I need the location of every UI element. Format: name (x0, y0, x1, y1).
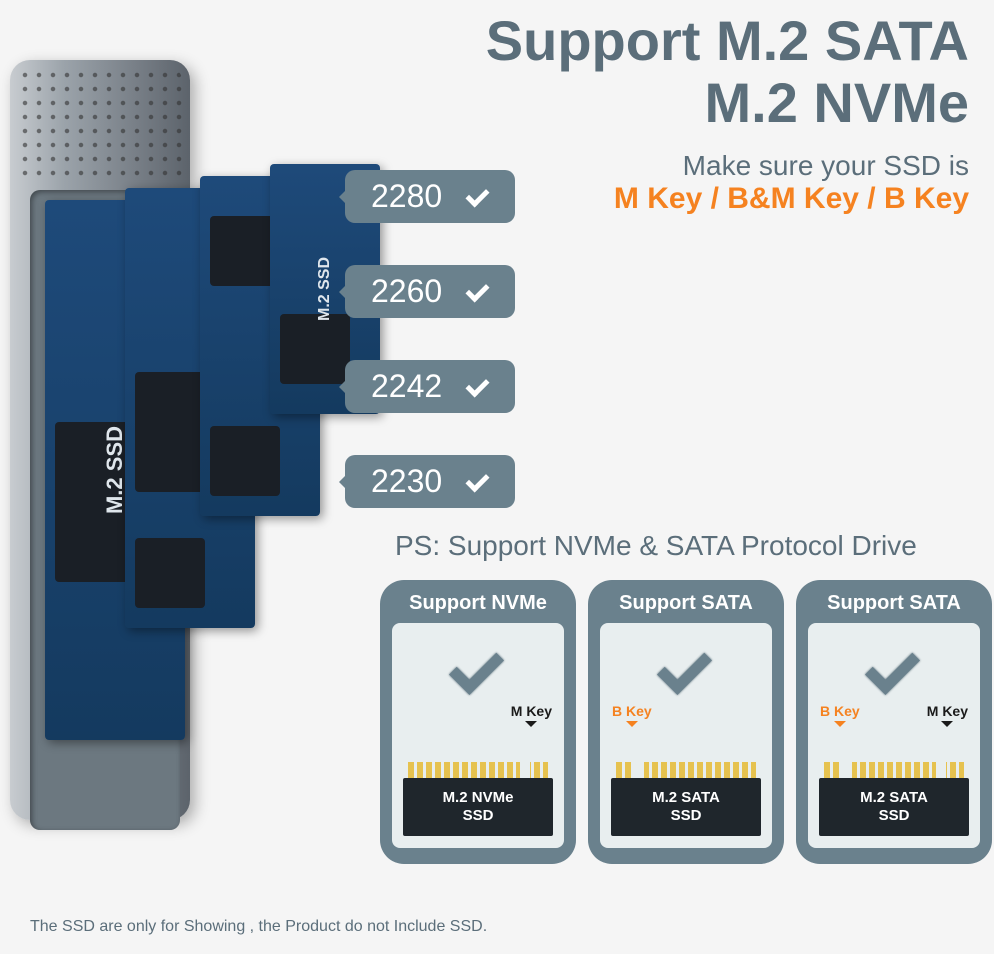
badge-label: 2280 (371, 178, 442, 215)
key-label-b-key: B Key (612, 703, 652, 733)
badge-2230: 2230 (345, 455, 515, 508)
key-card-2: Support SATA B Key M Key M.2 SATASSD (796, 580, 992, 864)
subhead-line2: M Key / B&M Key / B Key (614, 182, 969, 216)
check-icon (467, 468, 495, 496)
footnote: The SSD are only for Showing , the Produ… (30, 918, 487, 936)
key-label-b-key: B Key (820, 703, 860, 733)
headline-line2: M.2 NVMe (486, 72, 969, 134)
headline-line1: Support M.2 SATA (486, 10, 969, 72)
badge-label: 2242 (371, 368, 442, 405)
key-label-m-key: M Key (511, 703, 552, 733)
enclosure-vent (18, 68, 182, 178)
check-icon (467, 373, 495, 401)
subheadline: Make sure your SSD is M Key / B&M Key / … (614, 150, 969, 216)
card-title: Support SATA (827, 592, 961, 615)
ssd-body-label: M.2 SATASSD (611, 778, 761, 836)
key-card-0: Support NVMe M Key M.2 NVMeSSD (380, 580, 576, 864)
key-label-m-key: M Key (927, 703, 968, 733)
card-title: Support NVMe (409, 592, 547, 615)
badge-2242: 2242 (345, 360, 515, 413)
key-card-1: Support SATA B Key M.2 SATASSD (588, 580, 784, 864)
size-badges: 2280 2260 2242 2230 (345, 170, 515, 550)
subhead-line1: Make sure your SSD is (614, 150, 969, 182)
check-icon (864, 641, 924, 701)
check-icon (467, 183, 495, 211)
check-icon (448, 641, 508, 701)
badge-label: 2230 (371, 463, 442, 500)
card-inner: M Key M.2 NVMeSSD (392, 623, 564, 848)
card-inner: B Key M Key M.2 SATASSD (808, 623, 980, 848)
badge-label: 2260 (371, 273, 442, 310)
card-inner: B Key M.2 SATASSD (600, 623, 772, 848)
headline: Support M.2 SATA M.2 NVMe (486, 10, 969, 133)
key-cards: Support NVMe M Key M.2 NVMeSSD Support SATA… (380, 580, 992, 864)
badge-2260: 2260 (345, 265, 515, 318)
card-title: Support SATA (619, 592, 753, 615)
ssd-body-label: M.2 NVMeSSD (403, 778, 553, 836)
ssd-body-label: M.2 SATASSD (819, 778, 969, 836)
check-icon (467, 278, 495, 306)
badge-2280: 2280 (345, 170, 515, 223)
check-icon (656, 641, 716, 701)
